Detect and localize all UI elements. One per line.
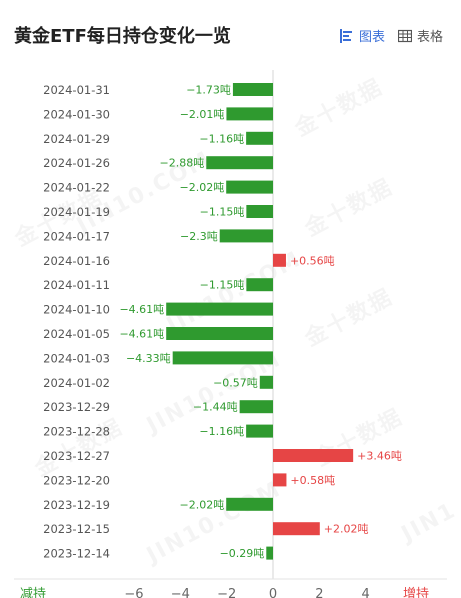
- table-grid-icon: [398, 29, 412, 42]
- category-label: 2023-12-28: [43, 425, 110, 439]
- category-label: 2024-01-30: [43, 107, 110, 121]
- category-label: 2024-01-11: [43, 278, 110, 292]
- value-label: −2.88吨: [160, 157, 205, 170]
- left-axis-label: 减持: [20, 587, 46, 598]
- category-label: 2024-01-02: [43, 376, 110, 390]
- bar: [232, 83, 273, 96]
- value-label: −2.01吨: [180, 108, 225, 121]
- tab-chart-label: 图表: [359, 30, 386, 45]
- value-label: −4.61吨: [119, 303, 164, 316]
- bar: [246, 424, 273, 438]
- etf-holdings-chart: 2024-01-31 −1.73吨 2024-01-30 −2.01吨 2024-01-…: [14, 70, 447, 598]
- tick-label: −6: [124, 587, 143, 598]
- value-label: −2.02吨: [179, 498, 224, 511]
- value-label: +3.46吨: [357, 450, 402, 463]
- value-label: −1.44吨: [193, 401, 238, 414]
- category-label: 2024-01-31: [43, 83, 110, 97]
- page-title: 黄金ETF每日持仓变化一览: [14, 26, 231, 47]
- bar: [273, 449, 354, 462]
- tab-chart[interactable]: 图表: [340, 26, 385, 45]
- bar: [206, 156, 273, 170]
- bar: [226, 107, 273, 121]
- category-label: 2023-12-14: [43, 547, 110, 561]
- tick-label: 2: [315, 587, 323, 598]
- value-label: −1.73吨: [186, 84, 231, 97]
- bar: [273, 253, 286, 267]
- category-label: 2023-12-15: [43, 522, 110, 536]
- category-label: 2024-01-05: [43, 327, 110, 341]
- category-label: 2023-12-20: [43, 473, 110, 487]
- value-label: −1.16吨: [199, 425, 244, 438]
- category-label: 2024-01-19: [43, 205, 110, 219]
- category-label: 2023-12-29: [43, 400, 110, 414]
- tab-table-label: 表格: [417, 30, 444, 45]
- right-axis-label: 增持: [403, 587, 429, 598]
- value-label: −4.61吨: [119, 328, 164, 341]
- value-label: −2.02吨: [179, 181, 224, 194]
- value-label: −0.57吨: [213, 376, 258, 389]
- bar: [246, 131, 273, 145]
- value-label: +0.58吨: [290, 474, 335, 487]
- bar: [219, 229, 273, 243]
- bar: [239, 400, 273, 414]
- bar: [166, 302, 273, 316]
- category-label: 2024-01-10: [43, 303, 110, 317]
- chart-header: 黄金ETF每日持仓变化一览 图表 表格: [0, 0, 461, 64]
- value-label: −1.16吨: [199, 132, 244, 145]
- tick-label: −4: [171, 587, 190, 598]
- value-label: −2.3吨: [180, 230, 218, 243]
- bar: [273, 473, 287, 487]
- category-label: 2024-01-26: [43, 156, 110, 170]
- tick-label: −2: [217, 587, 236, 598]
- bar: [246, 205, 273, 218]
- category-label: 2024-01-17: [43, 229, 110, 243]
- bar: [266, 546, 273, 560]
- category-label: 2024-01-29: [43, 132, 110, 146]
- bar: [226, 180, 273, 194]
- value-label: −4.33吨: [126, 352, 171, 365]
- value-label: +0.56吨: [290, 254, 335, 267]
- category-label: 2023-12-19: [43, 498, 110, 512]
- tick-label: 4: [362, 587, 370, 598]
- bar: [172, 351, 273, 365]
- category-label: 2023-12-27: [43, 449, 110, 463]
- bar: [259, 375, 273, 389]
- bar: [246, 278, 273, 292]
- category-label: 2024-01-22: [43, 181, 110, 195]
- value-label: −1.15吨: [200, 206, 245, 219]
- bar: [166, 327, 273, 340]
- bar-chart-icon: [340, 28, 352, 43]
- bar: [273, 522, 320, 536]
- category-label: 2024-01-16: [43, 254, 110, 268]
- value-label: −1.15吨: [200, 279, 245, 292]
- value-label: +2.02吨: [324, 523, 369, 536]
- bar: [226, 497, 273, 511]
- tick-label: 0: [269, 587, 277, 598]
- category-label: 2024-01-03: [43, 351, 110, 365]
- value-label: −0.29吨: [220, 547, 265, 560]
- tab-table[interactable]: 表格: [398, 26, 443, 45]
